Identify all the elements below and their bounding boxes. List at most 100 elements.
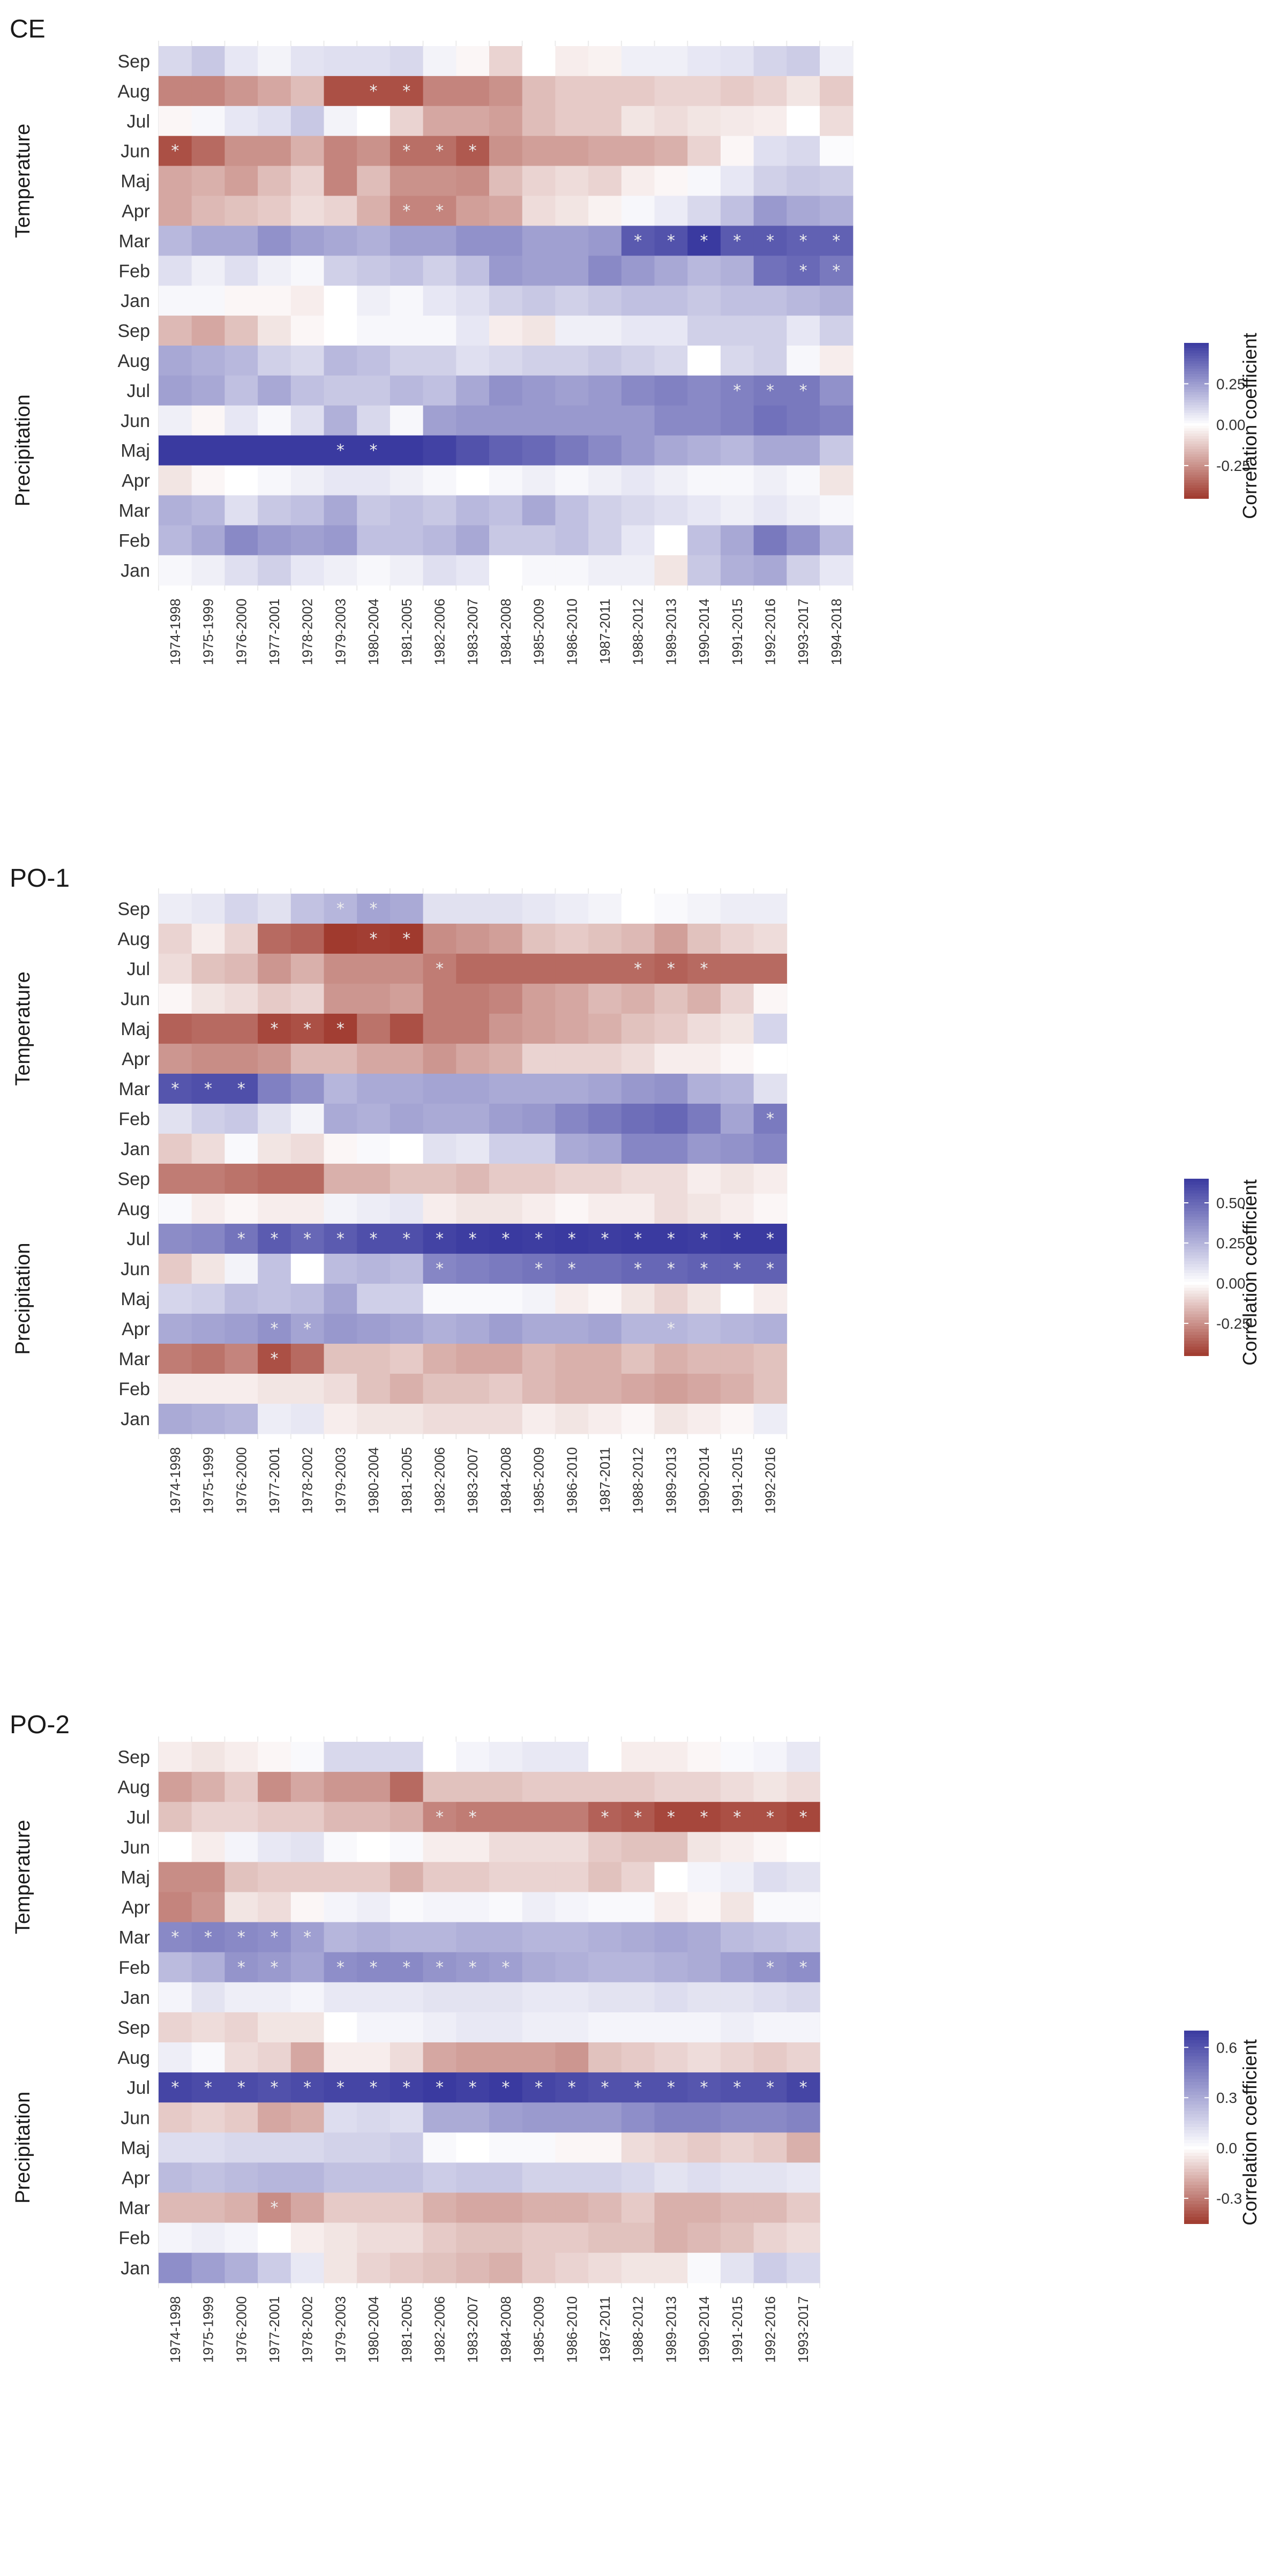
heatmap-cell [687, 1982, 721, 2013]
significance-marker: * [270, 1320, 278, 1338]
heatmap-cell [258, 1832, 291, 1862]
heatmap-cell [258, 2012, 291, 2043]
significance-marker: * [402, 2078, 410, 2097]
heatmap-cell [687, 1742, 721, 1772]
x-tick-label: 1992-2016 [762, 1447, 778, 1514]
heatmap-cell [290, 1772, 325, 1802]
row-label: Maj [121, 2138, 150, 2158]
heatmap-cell [423, 1044, 456, 1074]
heatmap-cell [456, 1254, 490, 1284]
heatmap-cell [654, 435, 688, 466]
heatmap-cell [489, 525, 523, 556]
heatmap-cell [588, 1074, 622, 1104]
heatmap-cell [687, 286, 721, 316]
heatmap-cell [191, 2252, 225, 2283]
significance-marker: * [799, 261, 807, 280]
legend-colorbar-segment [1184, 1190, 1209, 1194]
panel-ce: CE* ** * * ** ** * * * * * ** ** * ** *SepAugJulJunMajA… [10, 15, 1261, 665]
heatmap-cell [588, 1374, 622, 1404]
x-tick-label: 1979-2003 [332, 1447, 348, 1514]
heatmap-cell [787, 346, 820, 376]
heatmap-cell [787, 2072, 820, 2103]
significance-marker: * [402, 1958, 410, 1977]
heatmap-cell [423, 256, 456, 286]
heatmap-cell [489, 375, 523, 406]
heatmap-cell [787, 256, 820, 286]
legend-colorbar-segment [1184, 1267, 1209, 1271]
significance-marker: * [766, 1958, 774, 1977]
heatmap-cell [522, 555, 556, 586]
legend-colorbar-segment [1184, 1205, 1209, 1209]
significance-marker: * [270, 2078, 278, 2097]
heatmap-cell [324, 1044, 357, 1074]
heatmap-cell [456, 1952, 490, 1983]
heatmap-cell [423, 2162, 456, 2193]
legend-colorbar-segment [1184, 2220, 1209, 2224]
heatmap-cell [456, 1922, 490, 1953]
heatmap-cell [290, 2042, 325, 2073]
heatmap-cell [489, 405, 523, 436]
heatmap-cell [456, 226, 490, 256]
heatmap-cell [555, 196, 589, 226]
legend-title: Correlation coefficient [1239, 333, 1261, 519]
heatmap-cell [258, 1922, 291, 1953]
heatmap-cell [555, 1044, 589, 1074]
heatmap-cell [456, 1862, 490, 1893]
heatmap-cell [555, 1254, 589, 1284]
heatmap-cell [191, 525, 225, 556]
heatmap-cell [159, 375, 192, 406]
heatmap-cell [224, 106, 258, 137]
heatmap-cell [191, 465, 225, 496]
heatmap-cell [489, 166, 523, 197]
heatmap-cell [357, 136, 391, 167]
row-label: Aug [118, 1199, 151, 1219]
heatmap-cell [687, 1074, 721, 1104]
panel-title: PO-1 [10, 864, 70, 893]
heatmap-cell [522, 1104, 556, 1134]
heatmap-cell [390, 1074, 424, 1104]
heatmap-cell [753, 1772, 787, 1802]
significance-marker: * [303, 1230, 311, 1248]
heatmap-cell [423, 1164, 456, 1194]
heatmap-cell [720, 1772, 754, 1802]
heatmap-cell [357, 166, 391, 197]
heatmap-cell [753, 1254, 787, 1284]
heatmap-cell [159, 924, 192, 954]
heatmap-cell [390, 1284, 424, 1314]
heatmap-cell [720, 2222, 754, 2253]
row-label: Apr [122, 1049, 150, 1069]
legend-colorbar-segment [1184, 1329, 1209, 1332]
heatmap-cell [753, 286, 787, 316]
heatmap-cell [522, 2132, 556, 2163]
heatmap-cell [588, 1832, 622, 1862]
heatmap-cell [654, 1344, 688, 1374]
heatmap-cell [787, 495, 820, 526]
heatmap-cell [456, 46, 490, 77]
significance-marker: * [303, 2078, 311, 2097]
legend-colorbar-segment [1184, 358, 1209, 362]
heatmap-cell [621, 1224, 655, 1254]
heatmap-cell [522, 1832, 556, 1862]
heatmap-cell [522, 2162, 556, 2193]
heatmap-cell [753, 1134, 787, 1164]
heatmap-cell [489, 1314, 523, 1344]
x-tick-label: 1976-2000 [233, 1447, 249, 1514]
heatmap-cell [753, 166, 787, 197]
heatmap-cell [258, 405, 291, 436]
heatmap-cell [290, 286, 325, 316]
heatmap-cell [588, 525, 622, 556]
heatmap-cell [224, 1892, 258, 1923]
heatmap-cell [224, 1772, 258, 1802]
heatmap-cell [588, 76, 622, 107]
x-tick-label: 1987-2011 [597, 598, 613, 664]
heatmap-cell [621, 256, 655, 286]
legend-colorbar-segment [1184, 1282, 1209, 1285]
heatmap-cell [522, 136, 556, 167]
heatmap-cell [258, 2072, 291, 2103]
heatmap-cell [654, 1164, 688, 1194]
heatmap-cell [621, 375, 655, 406]
legend-colorbar-segment [1184, 2159, 1209, 2163]
heatmap-cell [753, 1314, 787, 1344]
legend-colorbar-segment [1184, 462, 1209, 466]
heatmap-cell [654, 375, 688, 406]
